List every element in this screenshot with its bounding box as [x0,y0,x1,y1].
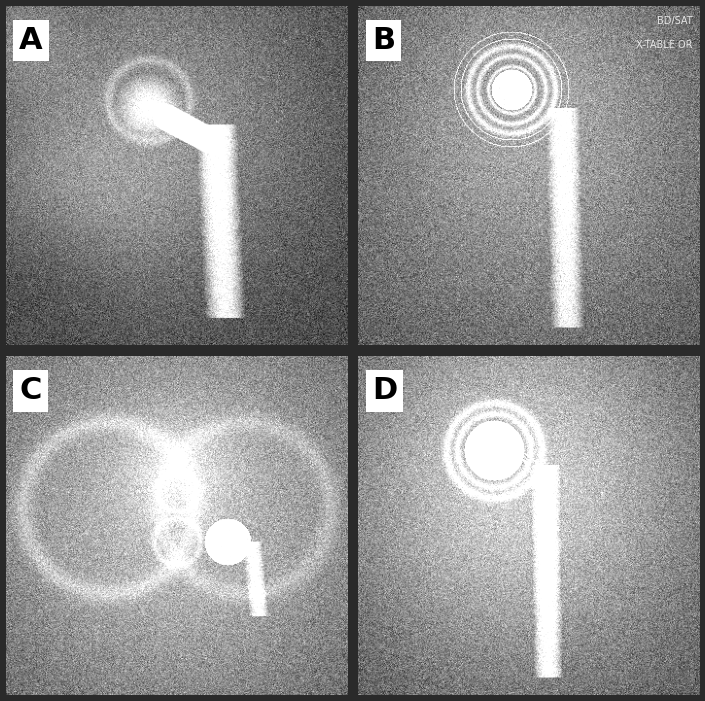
Text: D: D [372,376,397,405]
Text: C: C [19,376,42,405]
Text: B: B [372,26,395,55]
Text: BD/SAT: BD/SAT [657,16,692,26]
Text: X-TABLE OR: X-TABLE OR [636,39,692,50]
Text: A: A [19,26,43,55]
